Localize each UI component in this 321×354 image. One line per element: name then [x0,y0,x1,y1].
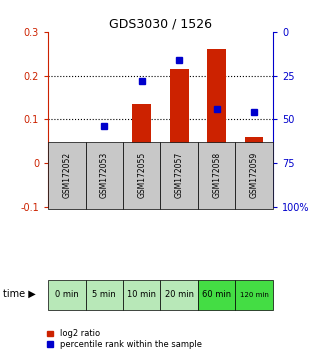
Text: 5 min: 5 min [92,290,116,299]
Text: 0 min: 0 min [55,290,79,299]
Text: GSM172059: GSM172059 [250,152,259,198]
Bar [235,280,273,310]
Bar [160,142,198,209]
Bar [132,104,151,163]
Text: 10 min: 10 min [127,290,156,299]
Text: GSM172052: GSM172052 [62,152,71,198]
Bar [95,163,114,168]
Text: time ▶: time ▶ [3,289,36,299]
Bar [170,69,188,163]
Title: GDS3030 / 1526: GDS3030 / 1526 [109,18,212,31]
Bar [48,142,86,209]
Text: GSM172055: GSM172055 [137,152,146,198]
Text: 20 min: 20 min [165,290,194,299]
Bar [198,280,235,310]
Text: GSM172058: GSM172058 [212,152,221,198]
Text: 120 min: 120 min [240,292,269,298]
Bar [86,142,123,209]
Bar [48,280,86,310]
Text: GSM172057: GSM172057 [175,152,184,198]
Text: 60 min: 60 min [202,290,231,299]
Bar [235,142,273,209]
Bar [123,280,160,310]
Bar [207,49,226,163]
Bar [123,142,160,209]
Bar [245,137,264,163]
Bar [198,142,235,209]
Legend: log2 ratio, percentile rank within the sample: log2 ratio, percentile rank within the s… [46,329,203,350]
Bar [160,280,198,310]
Text: GSM172053: GSM172053 [100,152,109,198]
Bar [86,280,123,310]
